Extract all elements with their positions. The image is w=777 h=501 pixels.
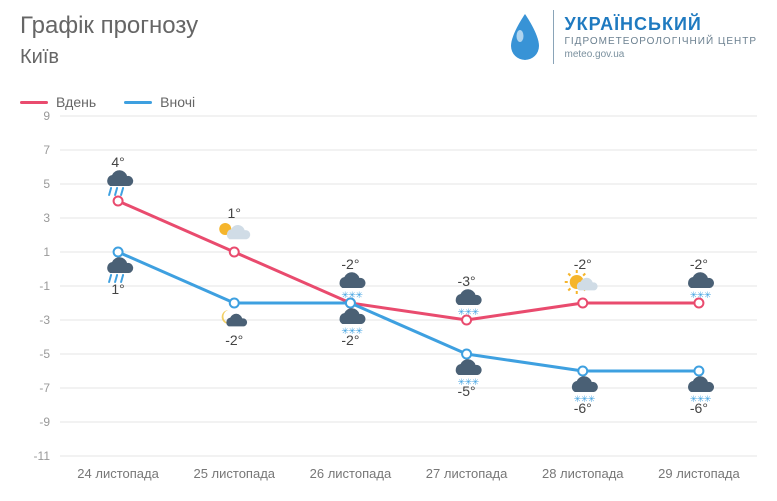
svg-text:✳: ✳ [704,290,712,300]
forecast-chart: -11-9-7-5-3-11357924 листопада25 листопа… [20,108,757,488]
svg-text:1°: 1° [111,281,124,297]
svg-text:26 листопада: 26 листопада [310,466,392,481]
svg-text:-7: -7 [39,381,50,395]
drop-icon [507,12,543,62]
svg-text:28 листопада: 28 листопада [542,466,624,481]
svg-text:4°: 4° [111,154,124,170]
svg-text:25 листопада: 25 листопада [193,466,275,481]
svg-text:7: 7 [43,143,50,157]
svg-text:-2°: -2° [225,332,243,348]
svg-text:-5: -5 [39,347,50,361]
svg-text:-9: -9 [39,415,50,429]
brand-url: meteo.gov.ua [564,49,757,60]
chart-subtitle: Київ [20,46,198,69]
brand-name: УКРАЇНСЬКИЙ [564,14,757,35]
legend-day-swatch [20,101,48,104]
svg-text:1: 1 [43,245,50,259]
svg-text:1°: 1° [228,205,241,221]
svg-text:-3: -3 [39,313,50,327]
svg-text:✳: ✳ [355,290,363,300]
svg-text:24 листопада: 24 листопада [77,466,159,481]
brand-desc: ГІДРОМЕТЕОРОЛОГІЧНИЙ ЦЕНТР [564,36,757,47]
svg-text:-1: -1 [39,279,50,293]
chart-title: Графік прогнозу [20,12,198,40]
svg-text:-2°: -2° [341,332,359,348]
svg-text:✳: ✳ [472,307,480,317]
svg-text:-5°: -5° [458,383,476,399]
svg-text:5: 5 [43,177,50,191]
svg-text:-2°: -2° [574,256,592,272]
svg-text:9: 9 [43,109,50,123]
legend-night-swatch [124,101,152,104]
svg-text:-2°: -2° [341,256,359,272]
svg-text:-11: -11 [34,449,51,463]
svg-text:3: 3 [43,211,50,225]
brand-block: УКРАЇНСЬКИЙ ГІДРОМЕТЕОРОЛОГІЧНИЙ ЦЕНТР m… [507,10,757,64]
svg-text:-6°: -6° [574,400,592,416]
svg-text:-6°: -6° [690,400,708,416]
svg-text:29 листопада: 29 листопада [658,466,740,481]
svg-text:-2°: -2° [690,256,708,272]
svg-text:27 листопада: 27 листопада [426,466,508,481]
svg-text:-3°: -3° [458,273,476,289]
brand-divider [553,10,554,64]
